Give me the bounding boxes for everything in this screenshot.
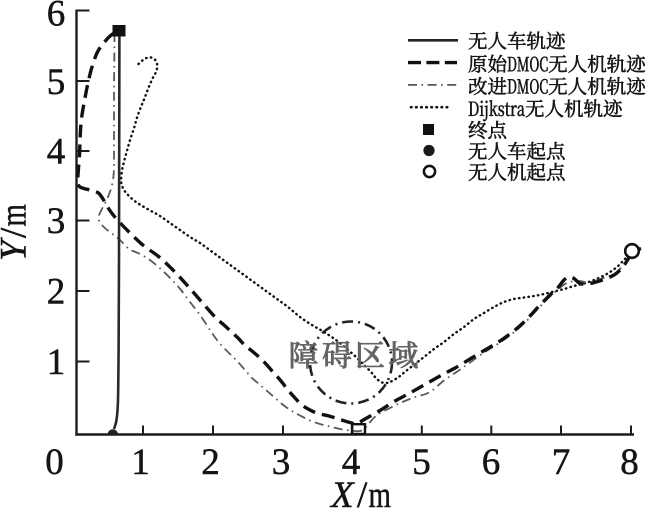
svg-text:4: 4 xyxy=(47,132,66,173)
svg-text:5: 5 xyxy=(47,62,66,103)
svg-text:m: m xyxy=(369,475,392,512)
svg-text:Y: Y xyxy=(0,237,35,261)
svg-text:0: 0 xyxy=(45,442,64,483)
svg-text:/: / xyxy=(357,475,368,512)
svg-text:m: m xyxy=(0,204,34,227)
svg-text:4: 4 xyxy=(342,442,361,483)
svg-text:7: 7 xyxy=(552,442,571,483)
svg-text:1: 1 xyxy=(47,342,66,383)
svg-text:2: 2 xyxy=(201,442,220,483)
svg-text:5: 5 xyxy=(412,442,431,483)
svg-text:3: 3 xyxy=(272,442,291,483)
svg-text:1: 1 xyxy=(131,442,150,483)
svg-text:8: 8 xyxy=(620,442,639,483)
svg-text:2: 2 xyxy=(47,272,66,313)
svg-text:X: X xyxy=(329,475,355,512)
svg-text:/: / xyxy=(0,227,35,238)
svg-text:6: 6 xyxy=(47,0,66,35)
svg-text:3: 3 xyxy=(47,201,66,242)
svg-text:6: 6 xyxy=(482,442,501,483)
